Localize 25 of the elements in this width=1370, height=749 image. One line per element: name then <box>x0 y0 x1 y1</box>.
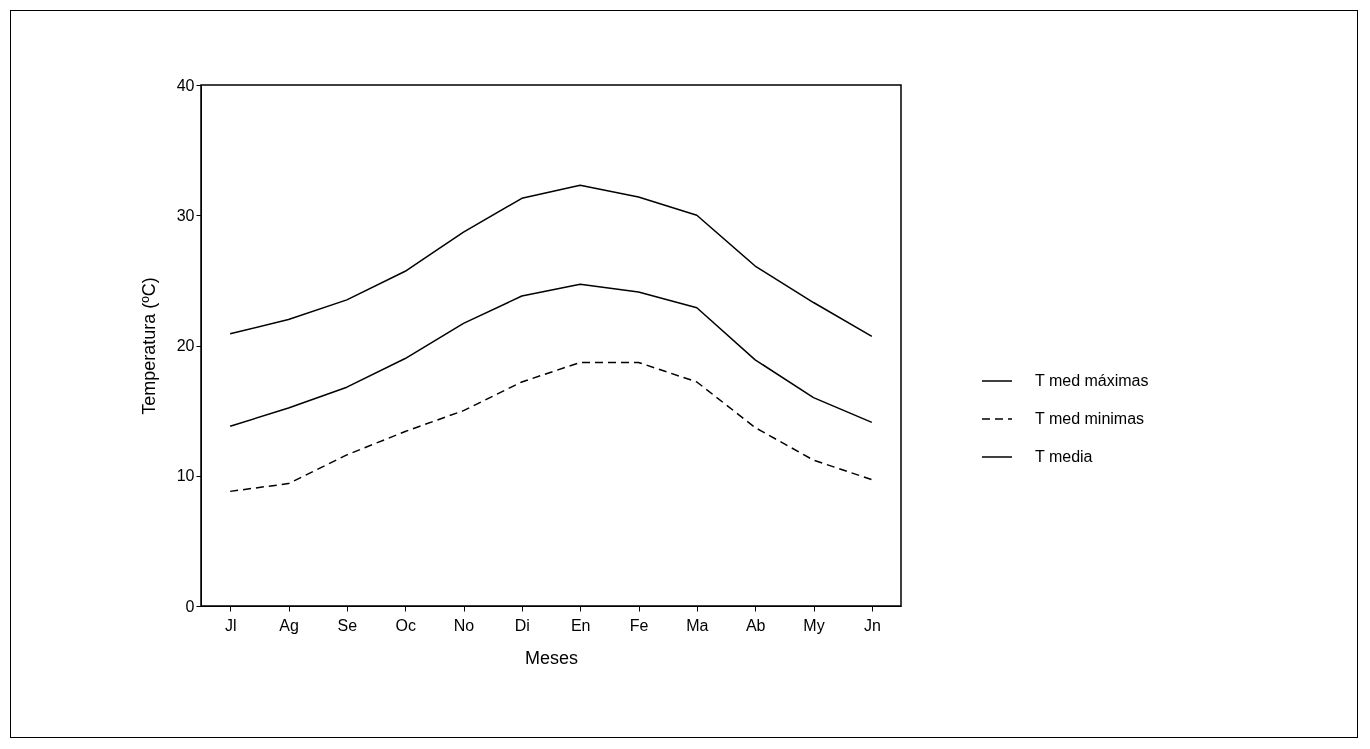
legend-label: T med máximas <box>1035 372 1149 389</box>
x-tick-label: Fe <box>629 616 649 634</box>
x-tick-label: Ab <box>745 616 766 634</box>
legend-label: T med minimas <box>1035 410 1145 427</box>
legend-label: T media <box>1035 448 1093 465</box>
x-tick-label: My <box>803 616 825 634</box>
x-tick-label: No <box>453 616 475 634</box>
x-tick-label: Ma <box>686 616 709 634</box>
y-tick-label: 30 <box>176 206 195 224</box>
y-axis-title: Temperatura (ºC) <box>138 277 159 415</box>
x-tick-label: En <box>570 616 591 634</box>
y-tick-label: 10 <box>176 467 195 485</box>
x-tick-label: Ag <box>279 616 299 634</box>
x-axis-title: Meses <box>524 647 579 668</box>
x-tick-label: Jl <box>224 616 237 634</box>
y-tick-label: 20 <box>176 337 195 354</box>
line-series <box>229 361 873 493</box>
line-series <box>229 283 873 428</box>
y-tick-label: 40 <box>176 76 195 94</box>
x-tick-label: Se <box>337 616 358 634</box>
x-tick-label: Jn <box>863 616 881 634</box>
line-series <box>229 184 873 338</box>
y-tick-label: 0 <box>185 597 195 615</box>
x-tick-label: Oc <box>395 616 416 634</box>
x-tick-label: Di <box>514 616 530 634</box>
